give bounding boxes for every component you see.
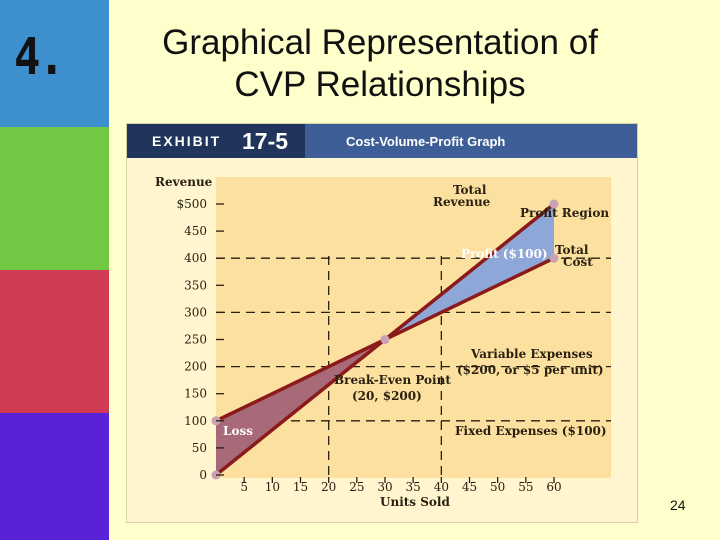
y-tick-label-350: 350 — [184, 278, 207, 292]
total-cost-label-1: Total — [555, 243, 589, 257]
x-tick-label-35: 35 — [406, 480, 421, 494]
x-tick-label-50: 50 — [490, 480, 505, 494]
exhibit-header: EXHIBIT 17-5 Cost-Volume-Profit Graph — [127, 124, 637, 158]
strip-block-blue — [0, 0, 109, 127]
y-tick-label-150: 150 — [184, 387, 207, 401]
variable-expenses-label-1: Variable Expenses — [470, 347, 593, 361]
y-axis-title: Revenue — [155, 175, 213, 189]
loss-label: Loss — [223, 424, 253, 438]
y-tick-label-0: 0 — [199, 468, 207, 482]
point-marker-3 — [549, 199, 559, 209]
total-revenue-label-1: Total — [453, 183, 487, 197]
profit-label: Profit ($100) — [461, 247, 548, 261]
exhibit-figure: EXHIBIT 17-5 Cost-Volume-Profit Graph 0 5… — [127, 124, 637, 522]
fixed-expenses-label: Fixed Expenses ($100) — [455, 424, 607, 438]
strip-block-red — [0, 270, 109, 413]
x-tick-label-60: 60 — [546, 480, 561, 494]
break-even-label-1: Break-Even Point — [334, 373, 451, 387]
left-color-strip — [0, 0, 109, 540]
exhibit-number: 17-5 — [242, 128, 289, 154]
strip-block-green — [0, 127, 109, 270]
x-tick-label-15: 15 — [293, 480, 308, 494]
x-axis-title: Units Sold — [380, 495, 450, 509]
cvp-chart: 0 50 100 150 200 250 300 350 400 450 $500 5 10 15 20 2… — [155, 175, 611, 509]
y-tick-label-100: 100 — [184, 414, 207, 428]
total-cost-label-2: Cost — [563, 255, 593, 269]
x-tick-label-40: 40 — [434, 480, 449, 494]
exhibit-word: EXHIBIT — [152, 133, 222, 149]
x-tick-label-25: 25 — [349, 480, 364, 494]
y-tick-label-250: 250 — [184, 333, 207, 347]
exhibit-caption: Cost-Volume-Profit Graph — [346, 134, 506, 149]
x-tick-label-5: 5 — [240, 480, 248, 494]
y-tick-label-50: 50 — [192, 441, 207, 455]
total-revenue-label-2: Revenue — [433, 195, 491, 209]
slide-title-line-1: Graphical Representation of — [162, 23, 598, 62]
slide-title: Graphical Representation of CVP Relation… — [120, 22, 640, 106]
x-tick-label-55: 55 — [518, 480, 533, 494]
y-tick-label-500: $500 — [176, 197, 207, 211]
page-number: 24 — [670, 497, 686, 513]
strip-block-purple — [0, 413, 109, 540]
profit-region-label: Profit Region — [520, 206, 609, 220]
point-marker-4 — [549, 253, 559, 263]
exhibit-label-box: EXHIBIT 17-5 — [127, 124, 305, 158]
x-tick-label-30: 30 — [377, 480, 392, 494]
y-tick-label-400: 400 — [184, 251, 207, 265]
y-tick-label-200: 200 — [184, 360, 207, 374]
x-tick-label-10: 10 — [265, 480, 280, 494]
x-tick-label-45: 45 — [462, 480, 477, 494]
slide-number: 4. — [14, 28, 65, 87]
point-marker-2 — [380, 335, 390, 344]
slide-title-line-2: CVP Relationships — [234, 65, 526, 104]
x-tick-label-20: 20 — [321, 480, 336, 494]
y-tick-label-450: 450 — [184, 224, 207, 238]
y-tick-label-300: 300 — [184, 305, 207, 319]
break-even-label-2: (20, $200) — [352, 389, 422, 403]
variable-expenses-label-2: ($200, or $5 per unit) — [457, 363, 604, 377]
